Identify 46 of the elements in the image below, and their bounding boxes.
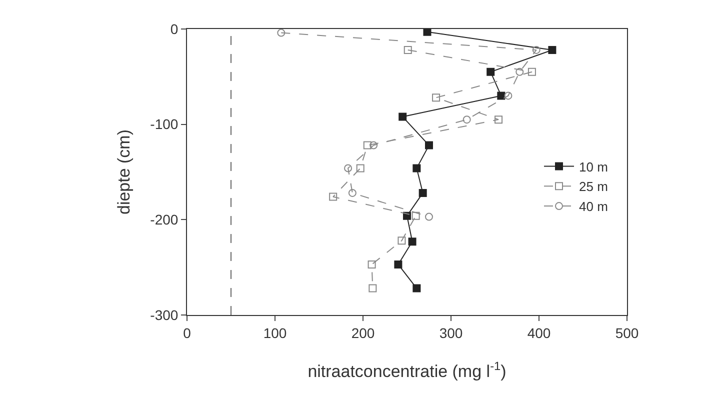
x-tick-label: 300 — [439, 324, 463, 341]
point — [370, 141, 378, 150]
y-axis-title: diepte (cm) — [114, 129, 134, 215]
point — [425, 212, 433, 221]
y-tick-label: -300 — [150, 306, 178, 323]
point — [516, 68, 524, 76]
point — [412, 212, 420, 220]
point — [432, 94, 440, 102]
point — [368, 260, 376, 268]
point — [528, 68, 536, 76]
legend-label: 10 m — [579, 159, 608, 174]
point — [548, 46, 556, 54]
x-tick-label: 400 — [527, 324, 551, 341]
point — [344, 164, 352, 172]
point — [418, 188, 427, 197]
point — [504, 92, 512, 100]
x-axis-title: nitraatconcentratie (mg l$^{-1}$) — [308, 359, 506, 382]
point — [532, 46, 540, 54]
point — [356, 164, 364, 172]
point — [398, 236, 406, 245]
point — [425, 141, 433, 150]
point — [368, 284, 377, 292]
x-tick-label: 100 — [263, 324, 287, 341]
point — [398, 112, 407, 121]
x-tick-label: 0 — [183, 324, 192, 341]
y-tick-label: 0 — [170, 20, 178, 37]
point — [494, 116, 503, 124]
x-tick-label: 200 — [351, 324, 375, 341]
point — [329, 192, 338, 201]
point — [277, 29, 286, 37]
point — [423, 29, 432, 36]
point — [348, 188, 356, 197]
point — [497, 92, 506, 100]
point — [412, 284, 421, 292]
point — [363, 141, 372, 150]
point — [404, 46, 412, 54]
point — [462, 116, 471, 124]
legend-label: 40 m — [579, 199, 608, 214]
point — [408, 238, 416, 246]
y-tick-label: -100 — [150, 116, 178, 132]
point — [486, 68, 495, 76]
y-tick-label: -200 — [150, 212, 178, 228]
x-tick-label: 500 — [615, 324, 639, 341]
point — [394, 260, 402, 268]
point — [412, 164, 421, 172]
legend-label: 25 m — [579, 179, 608, 194]
